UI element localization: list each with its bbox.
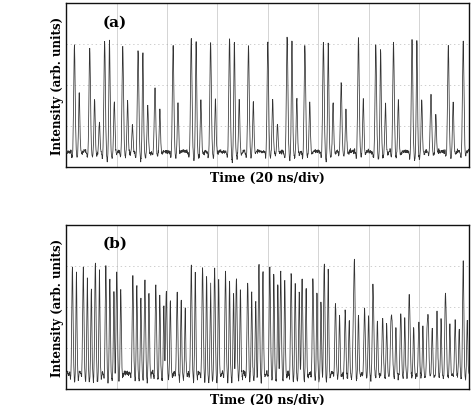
X-axis label: Time (20 ns/div): Time (20 ns/div) (210, 393, 325, 405)
Text: (a): (a) (102, 15, 127, 30)
Y-axis label: Intensity (arb. units): Intensity (arb. units) (51, 17, 64, 155)
Text: (b): (b) (102, 237, 127, 251)
X-axis label: Time (20 ns/div): Time (20 ns/div) (210, 172, 325, 185)
Y-axis label: Intensity (arb. units): Intensity (arb. units) (51, 238, 64, 376)
